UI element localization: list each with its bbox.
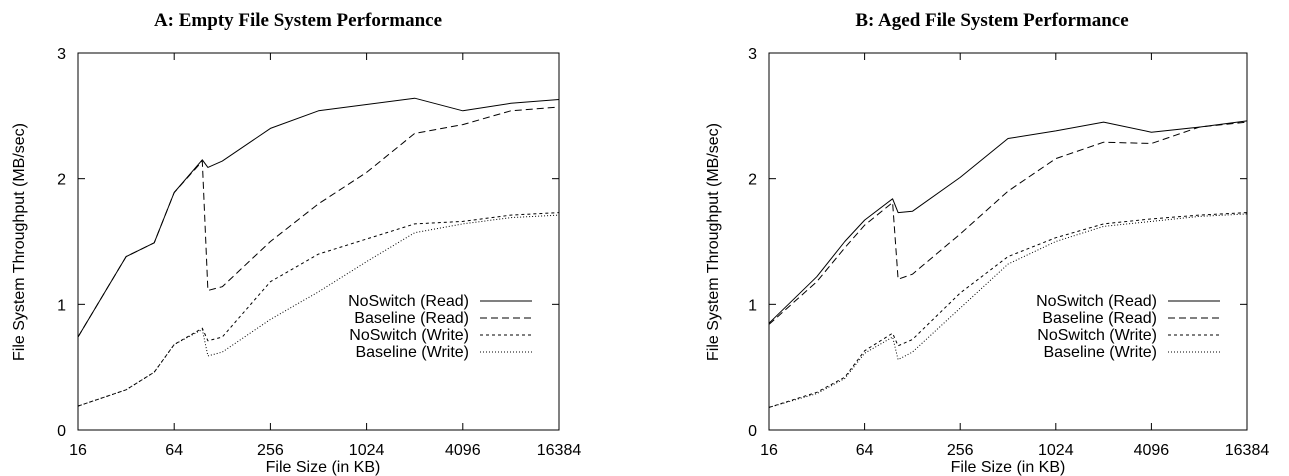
series-line-2 xyxy=(77,106,560,338)
y-tick-label: 0 xyxy=(748,423,757,440)
series-line-2 xyxy=(768,121,1248,325)
x-tick-label: 16 xyxy=(760,442,778,459)
y-tick-label: 1 xyxy=(57,297,66,314)
y-tick-label: 2 xyxy=(748,172,757,189)
x-tick-label: 256 xyxy=(947,442,974,459)
legend-label: Baseline (Read) xyxy=(1042,310,1157,327)
legend-label: Baseline (Write) xyxy=(355,344,469,361)
legend-label: NoSwitch (Read) xyxy=(348,293,469,310)
x-tick-label: 64 xyxy=(165,442,183,459)
series-line-4 xyxy=(77,214,560,407)
legend-label: NoSwitch (Write) xyxy=(349,327,469,344)
y-tick-label: 3 xyxy=(57,46,66,63)
x-tick-label: 16 xyxy=(69,442,87,459)
x-tick-label: 4096 xyxy=(1134,442,1170,459)
x-axis-label: File Size (in KB) xyxy=(266,459,381,476)
plot-frame xyxy=(77,52,560,431)
y-axis-label: File System Throughput (MB/sec) xyxy=(11,123,28,361)
chart-a: A: Empty File System Performance File Si… xyxy=(11,10,581,476)
series-line-3 xyxy=(768,212,1248,408)
y-axis-label: File System Throughput (MB/sec) xyxy=(705,123,722,361)
series-line-1 xyxy=(768,120,1248,324)
legend-label: NoSwitch (Write) xyxy=(1037,327,1157,344)
series-line-3 xyxy=(77,212,560,407)
series-line-4 xyxy=(768,213,1248,408)
x-tick-label: 256 xyxy=(257,442,284,459)
legend-label: Baseline (Write) xyxy=(1043,344,1157,361)
x-tick-label: 1024 xyxy=(1038,442,1074,459)
plot-frame xyxy=(768,52,1248,431)
x-tick-label: 64 xyxy=(856,442,874,459)
legend-label: Baseline (Read) xyxy=(354,310,469,327)
y-tick-label: 1 xyxy=(748,297,757,314)
x-axis-label: File Size (in KB) xyxy=(951,459,1066,476)
legend-label: NoSwitch (Read) xyxy=(1036,293,1157,310)
y-tick-label: 3 xyxy=(748,46,757,63)
x-tick-label: 4096 xyxy=(445,442,481,459)
y-tick-label: 0 xyxy=(57,423,66,440)
chart-title: B: Aged File System Performance xyxy=(855,10,1128,31)
x-tick-label: 1024 xyxy=(349,442,385,459)
x-tick-label: 16384 xyxy=(537,442,582,459)
chart-b: B: Aged File System Performance File Siz… xyxy=(705,10,1269,476)
x-tick-label: 16384 xyxy=(1225,442,1270,459)
chart-title: A: Empty File System Performance xyxy=(154,10,442,31)
y-tick-label: 2 xyxy=(57,172,66,189)
